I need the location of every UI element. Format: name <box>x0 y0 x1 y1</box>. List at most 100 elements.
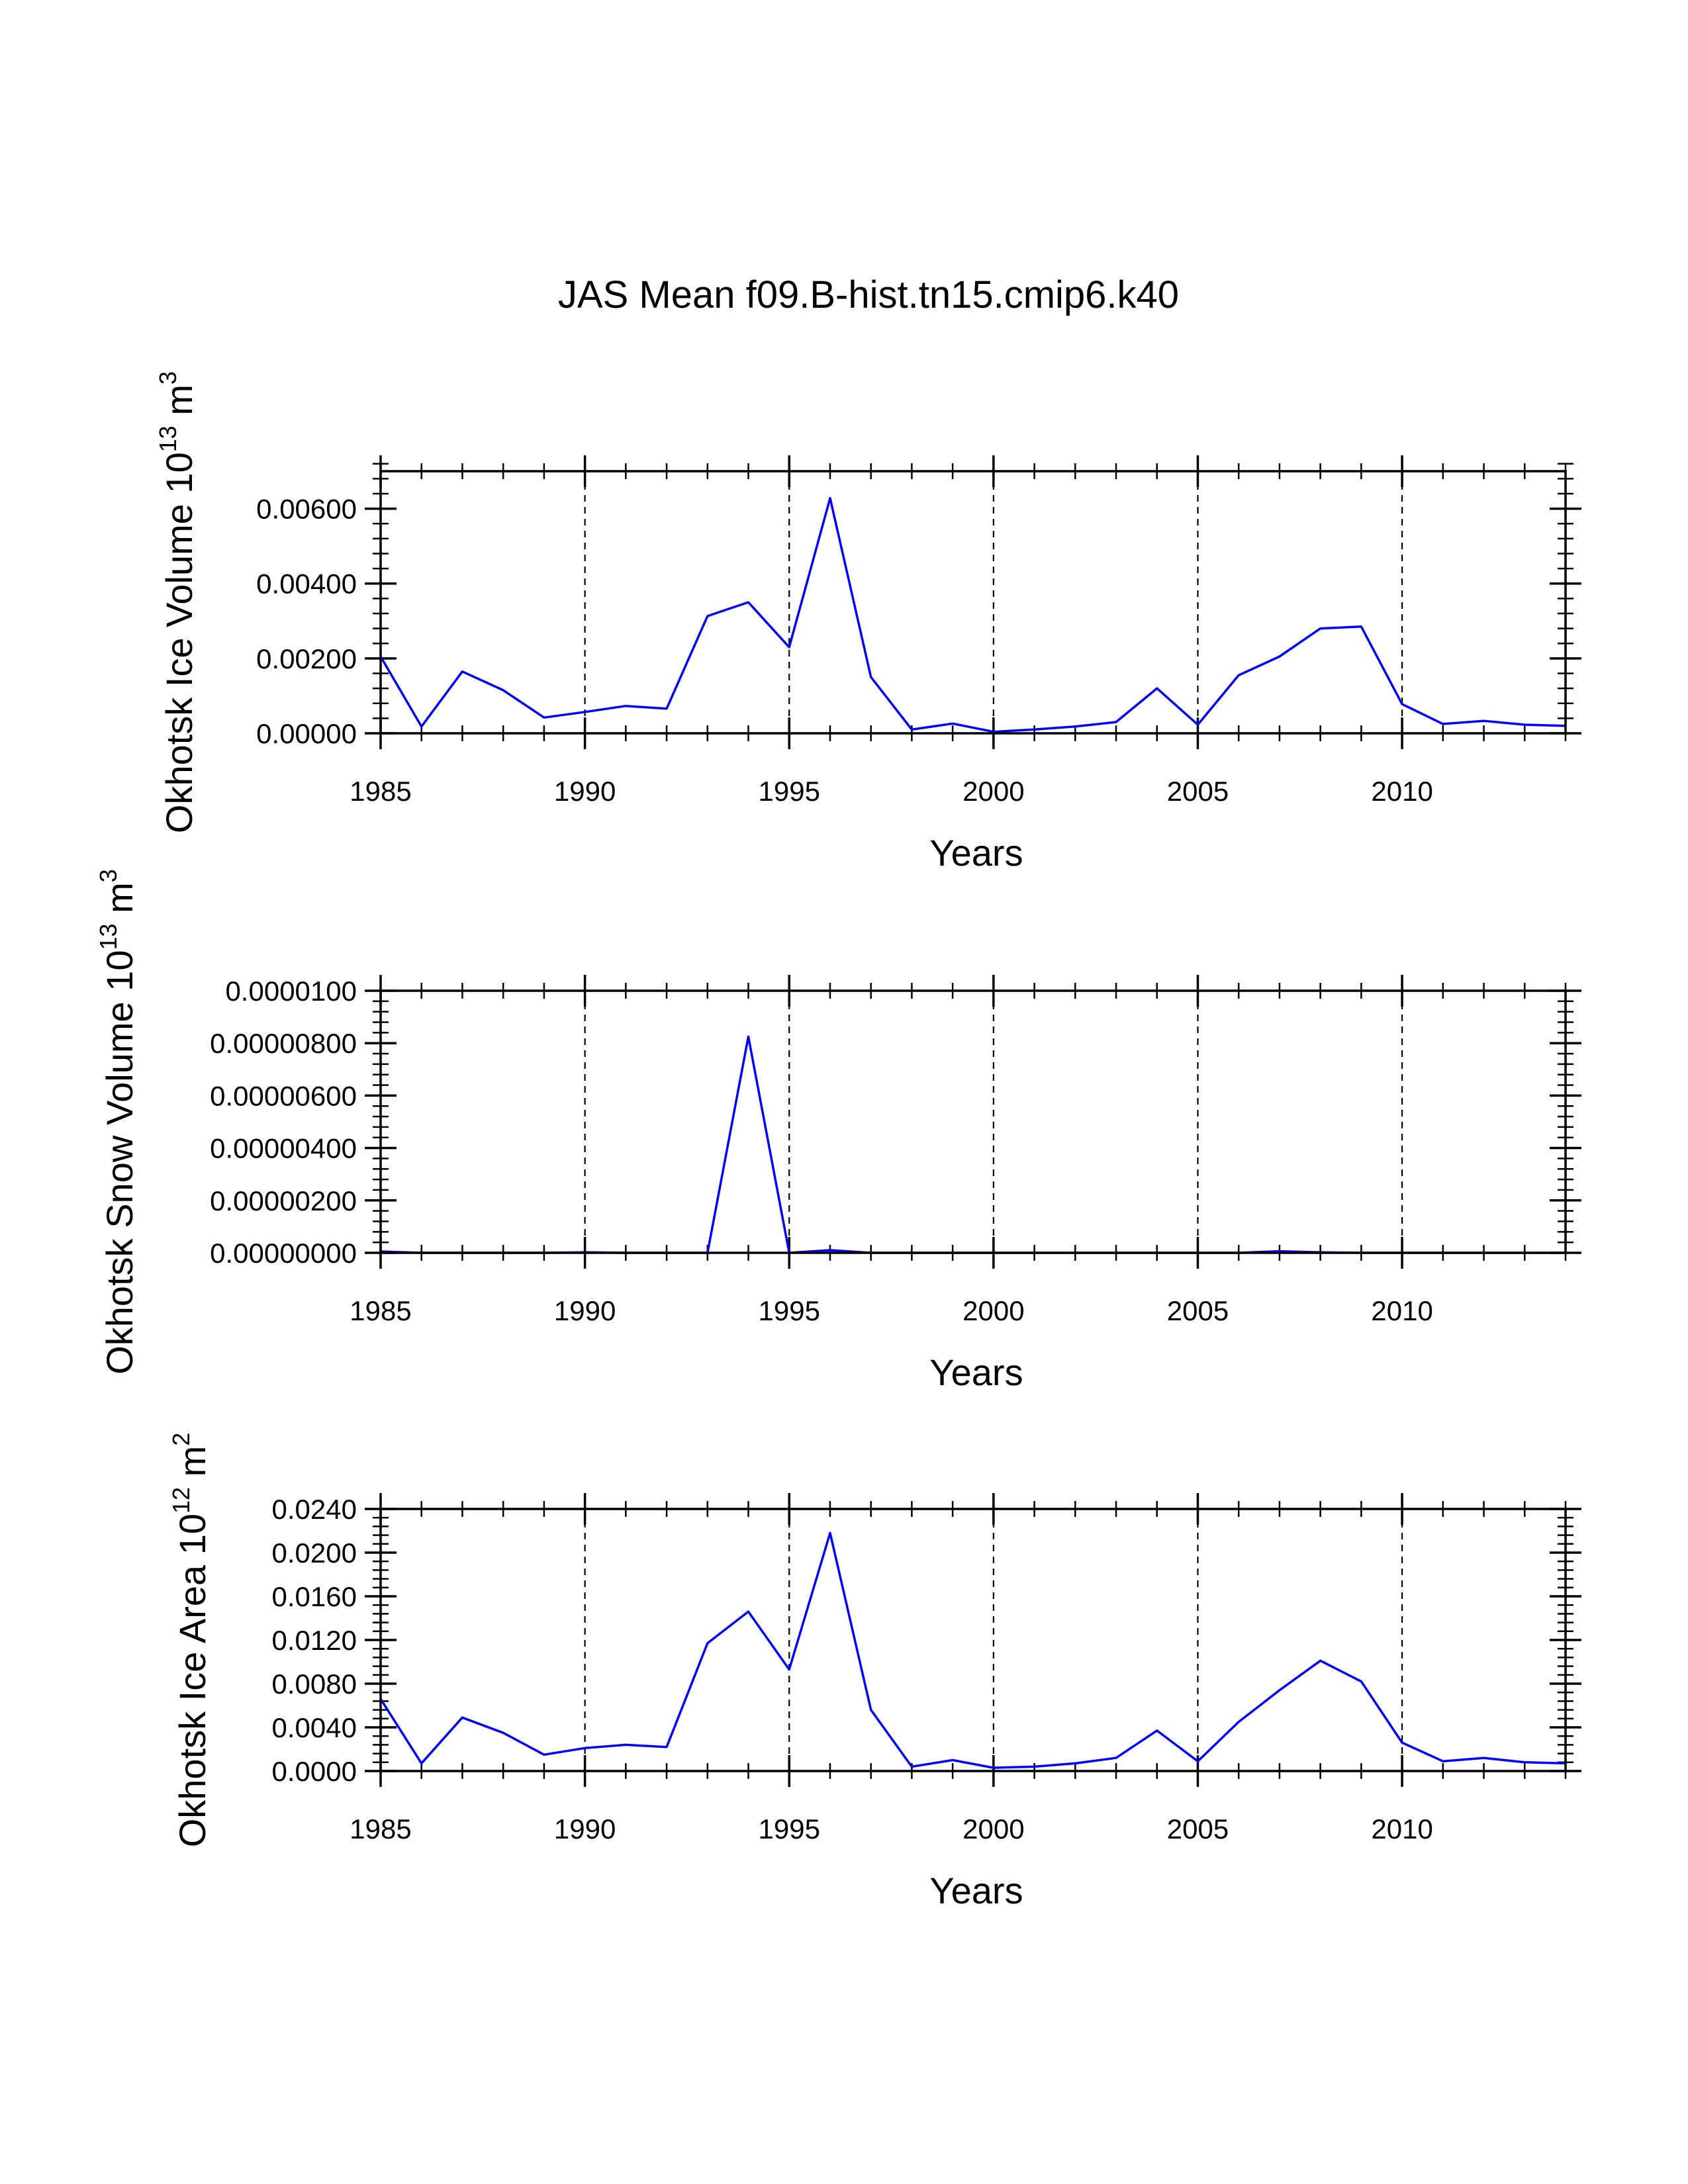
y-tick-label: 0.0000 <box>272 1756 357 1787</box>
ice-area-data-point <box>951 1758 955 1762</box>
ice-volume-data-point <box>1237 673 1241 677</box>
x-axis-title: Years <box>929 1870 1023 1911</box>
x-tick-label: 2010 <box>1371 776 1432 807</box>
ice-volume-data-point <box>1033 727 1037 731</box>
ice-area-data-point <box>992 1766 996 1770</box>
ice-area-data-point <box>1237 1720 1241 1724</box>
y-tick-label: 0.00000400 <box>210 1133 357 1164</box>
ice-volume-data-point <box>1482 719 1486 723</box>
ice-area-data-point <box>787 1668 791 1672</box>
ice-volume-data-point <box>1155 686 1159 690</box>
x-tick-label: 1990 <box>554 1295 616 1326</box>
x-tick-label: 1990 <box>554 1813 616 1844</box>
ice-area-data-point <box>1319 1659 1323 1662</box>
ice-volume-data-point <box>583 710 587 714</box>
x-tick-label: 2005 <box>1167 1295 1229 1326</box>
x-tick-label: 1995 <box>759 1295 820 1326</box>
y-tick-label: 0.0000100 <box>225 976 357 1007</box>
panel-snow-volume: 0.00000000 0.00000200 0.00000400 0.00000600… <box>95 869 1581 1393</box>
ice-volume-data-point <box>869 675 873 679</box>
ice-area-data-point <box>501 1731 505 1735</box>
x-tick-label: 1985 <box>350 1295 411 1326</box>
ice-volume-data-point <box>1359 625 1363 629</box>
y-tick-label: 0.0080 <box>272 1668 357 1700</box>
ice-volume-data-point <box>1278 655 1282 659</box>
ice-volume-data-point <box>828 496 832 500</box>
ice-area-data-point <box>1114 1756 1118 1760</box>
ice-area-data-point <box>1400 1741 1404 1745</box>
x-tick-label: 1985 <box>350 1813 411 1844</box>
x-tick-label: 1995 <box>759 776 820 807</box>
ice-volume-data-point <box>787 645 791 649</box>
ice-area-data-point <box>1155 1729 1159 1733</box>
x-tick-label: 2010 <box>1371 1295 1432 1326</box>
ice-area-data-point <box>869 1708 873 1712</box>
ice-area-data-point <box>1196 1759 1199 1763</box>
ice-volume-data-point <box>1114 720 1118 724</box>
ice-volume-data-point <box>420 725 424 729</box>
y-axis-title: Okhotsk Ice Area 1012 m2 <box>167 1433 213 1848</box>
ice-area-data-point <box>420 1761 424 1765</box>
ice-area-data-point <box>1441 1759 1445 1763</box>
ice-area-data-point <box>1359 1680 1363 1684</box>
ice-area-data-point <box>706 1641 710 1645</box>
ice-area-series-line <box>379 1531 1566 1769</box>
ice-area-data-point <box>665 1745 669 1749</box>
snow-volume-data-point <box>828 1248 832 1252</box>
y-tick-label: 0.00400 <box>256 569 357 600</box>
ice-volume-data-point <box>1319 627 1323 631</box>
ice-area-data-point <box>460 1715 464 1719</box>
y-tick-label: 0.0240 <box>272 1494 357 1525</box>
x-tick-label: 2010 <box>1371 1813 1432 1844</box>
ice-volume-data-point <box>951 721 955 725</box>
y-tick-label: 0.00000800 <box>210 1028 357 1059</box>
plot-frame <box>379 989 1567 1254</box>
ice-volume-data-point <box>1196 723 1199 727</box>
ice-area-data-point <box>1033 1764 1037 1768</box>
ice-area-data-point <box>747 1610 751 1614</box>
x-tick-label: 1985 <box>350 776 411 807</box>
ice-area-data-point <box>828 1531 832 1535</box>
y-tick-label: 0.00000600 <box>210 1080 357 1111</box>
ice-volume-data-point <box>747 600 751 604</box>
ice-volume-data-point <box>910 727 914 731</box>
ice-volume-data-point <box>706 614 710 618</box>
y-axis-title: Okhotsk Snow Volume 1013 m3 <box>95 869 140 1375</box>
ice-volume-series-line <box>379 496 1566 733</box>
panel-ice-area: 0.0000 0.0040 0.0080 0.0120 0.0160 0.0200 0.02… <box>167 1433 1581 1911</box>
x-tick-label: 1995 <box>759 1813 820 1844</box>
y-tick-label: 0.00600 <box>256 494 357 525</box>
y-tick-label: 0.00000 <box>256 718 357 749</box>
y-tick-label: 0.0120 <box>272 1625 357 1656</box>
ice-area-data-point <box>910 1764 914 1768</box>
y-tick-label: 0.0160 <box>272 1581 357 1612</box>
figure-title: JAS Mean f09.B-hist.tn15.cmip6.k40 <box>558 273 1179 316</box>
ice-area-data-point <box>583 1746 587 1750</box>
ice-volume-data-point <box>1523 723 1526 727</box>
y-axis-title: Okhotsk Ice Volume 1013 m3 <box>154 371 200 833</box>
x-tick-label: 2000 <box>962 776 1024 807</box>
ice-volume-data-point <box>1441 722 1445 726</box>
ice-volume-data-point <box>1400 702 1404 706</box>
y-tick-label: 0.00200 <box>256 643 357 674</box>
y-tick-label: 0.00000000 <box>210 1238 357 1269</box>
ice-area-data-point <box>624 1743 628 1747</box>
ice-volume-data-point <box>460 670 464 674</box>
ice-volume-data-point <box>665 707 669 711</box>
ice-area-data-point <box>1523 1760 1526 1764</box>
x-tick-label: 2000 <box>962 1295 1024 1326</box>
panel-ice-volume: 0.00000 0.00200 0.00400 0.00600 1985 1990 1995… <box>154 371 1581 874</box>
ice-volume-data-point <box>501 688 505 692</box>
ice-volume-data-point <box>624 704 628 708</box>
y-tick-label: 0.0200 <box>272 1537 357 1569</box>
ice-area-data-point <box>542 1752 546 1756</box>
y-tick-label: 0.0040 <box>272 1712 357 1743</box>
ice-volume-data-point <box>1073 725 1077 729</box>
ice-area-data-point <box>1278 1688 1282 1692</box>
x-tick-label: 2005 <box>1167 776 1229 807</box>
x-axis-title: Years <box>929 1351 1023 1393</box>
x-tick-label: 1990 <box>554 776 616 807</box>
x-tick-label: 2005 <box>1167 1813 1229 1844</box>
x-tick-label: 2000 <box>962 1813 1024 1844</box>
